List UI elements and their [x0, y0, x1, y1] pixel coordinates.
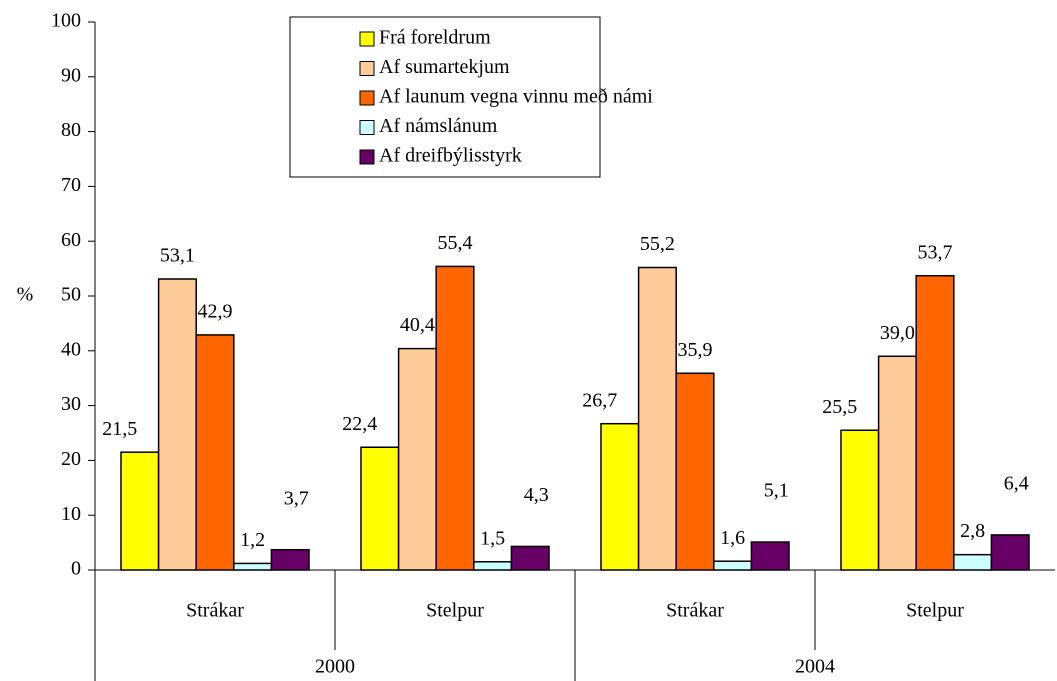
- y-tick-label: 30: [61, 393, 81, 415]
- legend-swatch: [359, 31, 375, 47]
- y-tick-label: 100: [51, 10, 81, 32]
- y-tick-label: 40: [61, 338, 81, 360]
- x-tick-label: Stelpur: [906, 600, 964, 622]
- value-label: 39,0: [880, 322, 915, 344]
- value-label: 1,2: [240, 529, 265, 551]
- bar: [397, 347, 437, 571]
- value-label: 22,4: [342, 413, 377, 435]
- value-label: 53,1: [160, 245, 195, 267]
- bar: [360, 446, 400, 571]
- bar: [750, 541, 790, 571]
- bar: [435, 265, 475, 571]
- bar: [473, 561, 513, 571]
- x-tick-label: Strákar: [186, 600, 244, 622]
- legend-label: Af sumartekjum: [379, 56, 510, 78]
- legend-label: Frá foreldrum: [379, 27, 491, 49]
- y-tick-label: 80: [61, 119, 81, 141]
- y-axis-label: %: [17, 284, 34, 306]
- value-label: 55,2: [640, 233, 675, 255]
- legend-swatch: [359, 149, 375, 165]
- y-tick-label: 10: [61, 503, 81, 525]
- value-label: 4,3: [524, 484, 549, 506]
- legend-box: [289, 16, 601, 178]
- value-label: 1,5: [480, 527, 505, 549]
- bar: [637, 266, 677, 571]
- y-tick-label: 90: [61, 64, 81, 86]
- bar: [877, 355, 917, 571]
- value-label: 35,9: [678, 339, 713, 361]
- bar: [157, 278, 197, 571]
- bar: [510, 545, 550, 571]
- legend-swatch: [359, 90, 375, 106]
- x-tick-label: Strákar: [666, 600, 724, 622]
- legend-label: Af námslánum: [379, 115, 498, 137]
- legend-label: Af launum vegna vinnu með námi: [379, 86, 653, 108]
- y-tick-label: 50: [61, 284, 81, 306]
- x-group-label: 2000: [315, 656, 355, 678]
- bar: [120, 451, 160, 571]
- value-label: 1,6: [720, 527, 745, 549]
- value-label: 3,7: [284, 487, 309, 509]
- legend-swatch: [359, 120, 375, 135]
- y-tick-label: 0: [71, 558, 81, 580]
- bar: [713, 560, 753, 571]
- bar: [840, 429, 880, 571]
- legend-label: Af dreifbýlisstyrk: [379, 145, 522, 167]
- value-label: 5,1: [764, 480, 789, 502]
- bar: [953, 553, 993, 571]
- value-label: 25,5: [822, 396, 857, 418]
- value-label: 2,8: [960, 520, 985, 542]
- bar: [270, 548, 310, 571]
- value-label: 40,4: [400, 314, 435, 336]
- value-label: 42,9: [198, 301, 233, 323]
- value-label: 26,7: [582, 389, 617, 411]
- value-label: 6,4: [1004, 473, 1029, 495]
- bar: [195, 334, 235, 571]
- y-tick-label: 20: [61, 448, 81, 470]
- y-tick-label: 70: [61, 174, 81, 196]
- value-label: 55,4: [438, 232, 473, 254]
- legend-swatch: [359, 61, 375, 76]
- y-tick-label: 60: [61, 229, 81, 251]
- x-group-label: 2004: [795, 656, 835, 678]
- bar: [990, 534, 1030, 571]
- x-tick-label: Stelpur: [426, 600, 484, 622]
- bar: [675, 372, 715, 571]
- bar: [600, 422, 640, 571]
- bar: [915, 274, 955, 571]
- value-label: 53,7: [918, 241, 953, 263]
- bar: [233, 562, 273, 571]
- value-label: 21,5: [102, 418, 137, 440]
